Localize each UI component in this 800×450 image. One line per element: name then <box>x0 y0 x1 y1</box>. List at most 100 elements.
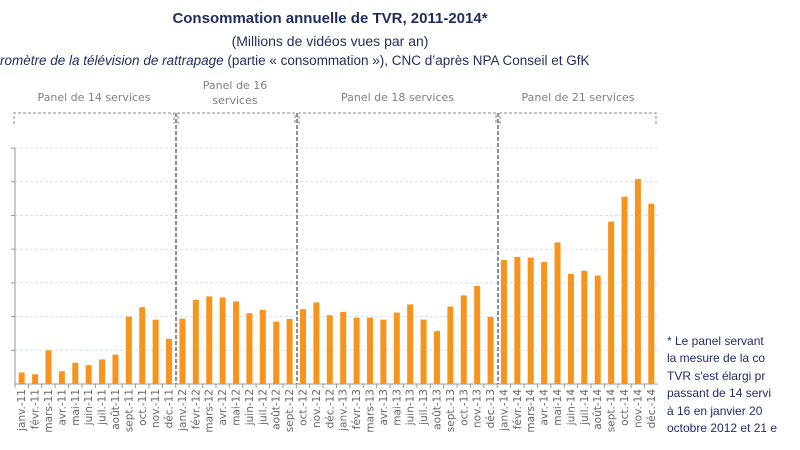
bar-août-14 <box>594 275 601 384</box>
bar-avr.-12 <box>219 297 226 384</box>
bar-nov.-14 <box>634 179 641 384</box>
bar-janv.-11 <box>18 372 25 384</box>
x-tick-label: févr.-13 <box>351 389 363 429</box>
bar-juin-11 <box>85 365 92 384</box>
x-tick-label: déc.-12 <box>324 389 336 428</box>
panel-bracket <box>298 112 497 124</box>
x-tick-label: mars-14 <box>525 389 537 433</box>
x-tick-label: juin-11 <box>83 389 95 426</box>
bar-févr.-14 <box>514 256 521 384</box>
panel-label-21: Panel de 21 services <box>521 91 635 104</box>
x-tick-label: juil.-13 <box>418 389 430 426</box>
x-tick-label: juin-13 <box>405 389 417 426</box>
bar-juil.-11 <box>99 359 106 384</box>
footnote-line: octobre 2012 et 21 e <box>667 421 778 436</box>
x-tick-label: nov.-13 <box>472 389 484 428</box>
x-tick-label: mars-11 <box>43 389 55 433</box>
bar-oct.-13 <box>460 295 467 384</box>
x-tick-label: mai-13 <box>391 389 403 426</box>
panel-bracket <box>499 112 657 124</box>
bar-févr.-11 <box>32 374 39 384</box>
source-italic: romètre de la télévision de rattrapage <box>0 53 224 68</box>
footnote: * Le panel servant la mesure de la co TV… <box>667 333 800 437</box>
bar-déc.-13 <box>487 316 494 384</box>
bar-nov.-11 <box>152 319 159 384</box>
bar-avr.-11 <box>58 371 65 384</box>
x-tick-label: nov.-11 <box>150 389 162 428</box>
x-tick-label: oct.-12 <box>298 389 310 426</box>
bar-nov.-12 <box>313 302 320 384</box>
x-tick-label: sept.-14 <box>606 389 618 433</box>
bar-oct.-11 <box>139 307 146 384</box>
bar-janv.-13 <box>340 311 347 384</box>
x-tick-label: déc.-11 <box>164 389 176 428</box>
bar-août-11 <box>112 354 119 384</box>
footnote-line: à 16 en janvier 20 <box>667 403 763 418</box>
x-tick-label: avr.-12 <box>217 389 229 426</box>
panel-label-18: Panel de 18 services <box>340 91 455 104</box>
bar-oct.-14 <box>621 196 628 384</box>
x-tick-label: févr.-11 <box>30 389 42 429</box>
x-tick-label: sept.-11 <box>123 389 135 432</box>
x-tick-label: oct.-14 <box>619 389 631 426</box>
bar-janv.-14 <box>500 259 507 384</box>
x-tick-label: mai-11 <box>70 389 82 426</box>
x-tick-label: janv.-13 <box>338 389 350 432</box>
x-tick-label: mars-13 <box>364 389 376 433</box>
bar-juin-13 <box>407 304 414 384</box>
x-tick-label: janv.-11 <box>16 389 28 432</box>
bar-juil.-12 <box>259 309 266 384</box>
footnote-line: * Le panel servant <box>667 334 764 348</box>
bar-nov.-13 <box>474 285 481 384</box>
bar-mars-14 <box>527 257 534 384</box>
x-tick-label: août-11 <box>110 389 122 430</box>
x-tick-label: déc.-14 <box>646 389 658 429</box>
x-tick-label: août-13 <box>431 389 443 430</box>
footnote-line: passant de 14 servi <box>667 386 772 401</box>
footnote-line: TVR s'est élargi pr <box>667 368 766 383</box>
x-tick-label: janv.-14 <box>498 389 510 432</box>
panel-bracket <box>13 112 175 124</box>
x-tick-label: juil.-11 <box>97 389 109 426</box>
bar-déc.-11 <box>166 338 173 384</box>
bar-juin-12 <box>246 313 253 384</box>
x-tick-label: mai-14 <box>552 389 564 426</box>
x-tick-label: juil.-12 <box>257 389 269 426</box>
x-tick-label: févr.-14 <box>512 389 524 430</box>
bar-mars-11 <box>45 350 52 384</box>
bar-juil.-14 <box>581 270 588 384</box>
bar-août-12 <box>273 321 280 384</box>
footnote-line: la mesure de la co <box>667 351 766 366</box>
bar-juin-14 <box>567 273 574 384</box>
bar-janv.-12 <box>179 318 186 384</box>
x-tick-label: juin-14 <box>565 389 577 427</box>
bar-mai-13 <box>393 312 400 384</box>
bar-mai-12 <box>233 301 240 384</box>
bar-avr.-14 <box>541 262 548 384</box>
bar-févr.-13 <box>353 317 360 384</box>
x-tick-label: avr.-14 <box>539 389 551 426</box>
bar-sept.-12 <box>286 318 293 384</box>
x-tick-label: avr.-13 <box>378 389 390 426</box>
x-tick-label: août-12 <box>271 389 283 430</box>
bar-févr.-12 <box>192 299 199 384</box>
panel-bracket <box>177 112 296 124</box>
bar-mai-14 <box>554 242 561 384</box>
x-tick-label: nov.-14 <box>632 389 644 428</box>
x-tick-label: févr.-12 <box>190 389 202 429</box>
x-tick-label: sept.-13 <box>445 389 457 432</box>
x-tick-label: oct.-13 <box>458 389 470 426</box>
chart-title: Consommation annuelle de TVR, 2011-2014* <box>172 10 488 27</box>
x-tick-label: mai-12 <box>231 389 243 426</box>
x-tick-label: juil.-14 <box>579 389 591 426</box>
bar-oct.-12 <box>300 309 307 384</box>
bar-déc.-12 <box>326 315 333 384</box>
x-tick-label: oct.-11 <box>137 389 149 426</box>
bar-août-13 <box>433 331 440 384</box>
bar-sept.-13 <box>447 306 454 384</box>
bar-avr.-13 <box>380 319 387 384</box>
bar-juil.-13 <box>420 319 427 384</box>
x-tick-label: juin-12 <box>244 389 256 426</box>
